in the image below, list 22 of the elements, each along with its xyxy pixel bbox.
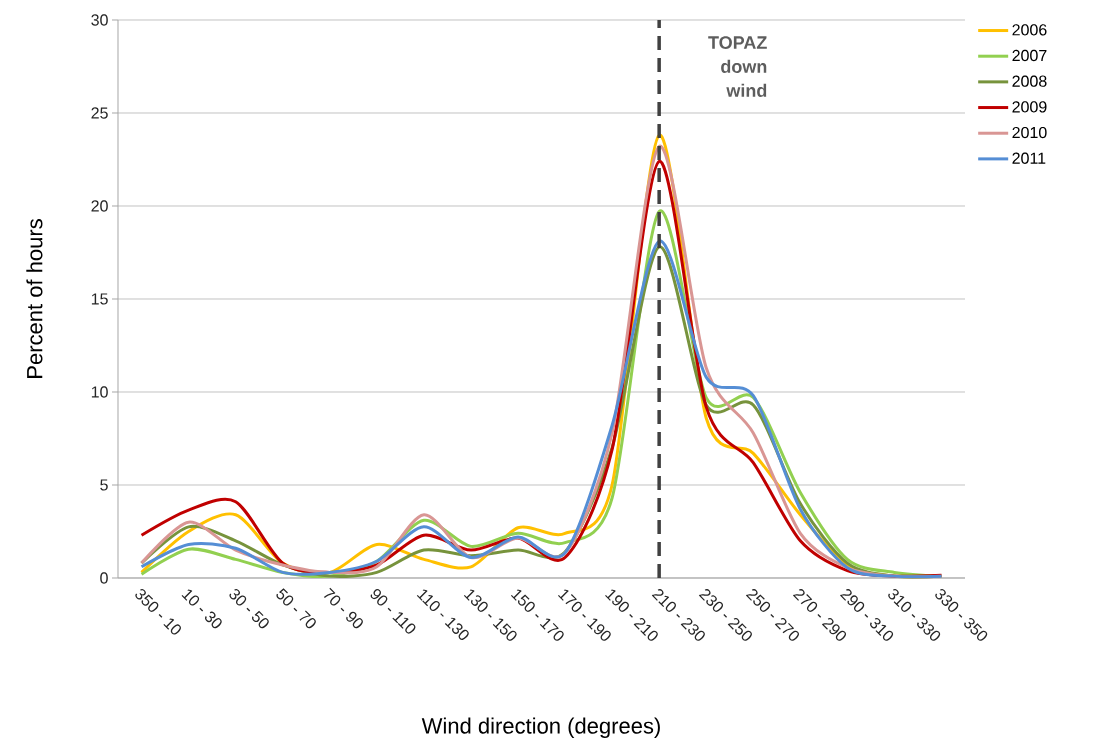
x-tick-label: 90 - 110 <box>370 589 416 634</box>
x-axis-title: Wind direction (degrees) <box>421 717 660 739</box>
x-tick-label: 350 - 10 <box>135 588 181 635</box>
x-tick-label: 70 - 90 <box>323 587 363 629</box>
legend-label: 2009 <box>1012 101 1047 113</box>
legend-label: 2008 <box>1012 75 1047 87</box>
y-tick-label: 20 <box>91 200 108 212</box>
x-tick-label: 10 - 30 <box>181 589 222 629</box>
y-tick-label: 15 <box>91 293 108 305</box>
ref-line-label: TOPAZ down wind <box>708 36 767 97</box>
legend-label: 2007 <box>1012 49 1047 62</box>
y-tick-label: 5 <box>100 479 108 491</box>
y-tick-label: 30 <box>91 14 108 26</box>
y-tick-label: 10 <box>91 386 108 398</box>
y-tick-label: 25 <box>91 107 108 119</box>
legend-label: 2011 <box>1012 152 1046 164</box>
y-axis-title: Percent of hours <box>26 219 43 378</box>
legend-label: 2010 <box>1012 126 1047 139</box>
y-tick-label: 0 <box>100 572 108 584</box>
x-tick-label: 50 - 70 <box>276 588 316 629</box>
x-tick-label: 30 - 50 <box>229 588 269 629</box>
legend-label: 2006 <box>1012 24 1047 36</box>
